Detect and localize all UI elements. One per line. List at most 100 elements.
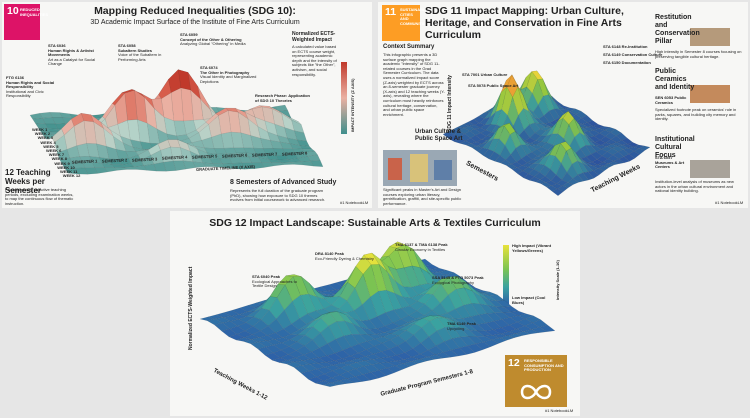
surface-cell bbox=[202, 162, 216, 167]
course-label: STA 5078 Public Space Art bbox=[468, 83, 519, 88]
callout: STA 6058 Subaltern Studies Voice of the Su… bbox=[118, 43, 170, 62]
note: Analyzing Global "Othering" in Media bbox=[180, 41, 246, 47]
code: STA 6059 bbox=[180, 32, 198, 37]
surface-cell bbox=[370, 370, 387, 379]
code: STA 6058 bbox=[118, 43, 136, 48]
pillar-illustration bbox=[690, 85, 730, 103]
surface-cell bbox=[330, 380, 347, 386]
week-label: WEEK 7 bbox=[48, 152, 65, 158]
surface-cell bbox=[467, 343, 484, 353]
surface-cell bbox=[310, 160, 324, 167]
surface-cell bbox=[322, 382, 339, 387]
peak-name: DRA 8140 Peak bbox=[315, 251, 344, 256]
research-phase: Research Phase: Application of SDG 10 Th… bbox=[255, 93, 310, 103]
z-title: Normalized ECTS-Weighted Impact bbox=[292, 31, 336, 43]
course-label: STA 6150 Documentation bbox=[603, 60, 651, 65]
week-label: WEEK 10 bbox=[57, 164, 75, 170]
peak-name: SSA 5145 & FTG 5073 Peak bbox=[432, 275, 484, 280]
z-axis: SDG 11 Impact Intensity bbox=[447, 75, 453, 132]
peak-note: Upcycling bbox=[447, 325, 465, 331]
peak: DRA 8140 Peak Eco-Friendly Dyeing & Chemi… bbox=[315, 251, 375, 261]
z-axis: IMPACT INTENSITY (Z AXIS) bbox=[350, 78, 355, 132]
note: Institutional and Civic Responsibility bbox=[6, 88, 44, 99]
surface-cell bbox=[507, 333, 524, 338]
pillar-title: Public Ceramics and Identity bbox=[655, 68, 695, 92]
note: Voice of the Subaltern in Performing Art… bbox=[118, 52, 162, 62]
peak: TMA 6149 Peak Upcycling bbox=[447, 321, 507, 331]
peak-note: Ecological Approaches to Textile Design bbox=[252, 278, 297, 289]
title: SDG 12 Impact Landscape: Sustainable Art… bbox=[209, 217, 541, 229]
z-note: A calculated value based on ECTS course … bbox=[292, 44, 337, 77]
surface-cell bbox=[182, 160, 196, 170]
context-title: Context Summary bbox=[383, 44, 435, 50]
legend-low: Low Impact (Cool Blues) bbox=[512, 295, 546, 305]
urban-photo-detail bbox=[434, 160, 452, 180]
note: Art as a Catalyst for Social Change bbox=[48, 56, 96, 67]
course: Subaltern Studies bbox=[118, 47, 153, 53]
week-label: WEEK 12 bbox=[62, 173, 81, 179]
peak: SSA 5145 & FTG 5073 Peak Ecological Photo… bbox=[432, 275, 500, 285]
peak: STA 6040 Peak Ecological Approaches to Te… bbox=[252, 274, 307, 289]
badge-number: 10 bbox=[7, 5, 19, 17]
surface-cell bbox=[386, 365, 403, 373]
pillar-course: SEN 6053 Public Ceramics bbox=[655, 95, 687, 105]
urban-photo-detail bbox=[410, 154, 428, 182]
course-label: STA 6149 Conservation Culture bbox=[603, 52, 663, 57]
week-label: WEEK 1 bbox=[32, 127, 48, 132]
semester-label: SEMESTER 8 bbox=[281, 149, 308, 157]
surface-cell bbox=[475, 341, 492, 350]
surface-cell bbox=[192, 161, 206, 168]
weeks-title: 12 Teaching Weeks per Semester bbox=[5, 168, 51, 196]
callout: FTG 6136 Human Rights and Social Responsi… bbox=[6, 75, 68, 99]
surface-cell bbox=[123, 166, 138, 170]
surface-cell bbox=[153, 162, 167, 172]
semesters-title: 8 Semesters of Advanced Study bbox=[230, 179, 337, 186]
course: The Other in Photography bbox=[200, 69, 250, 75]
surface-cell bbox=[483, 339, 500, 347]
pillar-title: Restitution and Conservation Pillar bbox=[655, 14, 700, 46]
pillar-note: Specialized footnote peak on ceramics' r… bbox=[655, 107, 737, 122]
week-label: WEEK 4 bbox=[40, 139, 56, 145]
sdg12-badge bbox=[505, 355, 567, 407]
badge-label: SUSTAINABLE CITIES AND COMMUNITIES bbox=[400, 7, 429, 26]
note: Visual Identity and Marginalized Depicti… bbox=[200, 74, 257, 84]
week-label: WEEK 5 bbox=[43, 143, 59, 149]
surface-cell bbox=[221, 163, 235, 169]
surface-cell bbox=[251, 162, 265, 169]
pillar-illustration bbox=[690, 160, 730, 178]
badge-number: 11 bbox=[385, 6, 397, 18]
peak-note: Circular Economy in Textiles bbox=[395, 246, 446, 252]
pillar-note: High intensity in Semester 8 courses foc… bbox=[655, 49, 742, 59]
badge-label: REDUCED INEQUALITIES bbox=[20, 7, 49, 17]
week-label: WEEK 11 bbox=[60, 169, 78, 174]
peak-name: TMA 6137 & TMA 6138 Peak bbox=[395, 242, 448, 247]
callout: STA 6074 The Other in Photography Visual I… bbox=[200, 65, 260, 84]
surface-cell bbox=[402, 361, 419, 367]
surface-cell bbox=[173, 160, 186, 171]
surface-cell bbox=[378, 367, 395, 376]
surface-cell bbox=[552, 188, 564, 196]
surface-cell bbox=[231, 162, 245, 170]
urban-photo-detail bbox=[388, 158, 402, 180]
code: STA 6036 bbox=[48, 43, 66, 48]
course: Concept of the Other & Othering bbox=[180, 36, 242, 42]
course: Human Rights & Artivist Movements bbox=[48, 47, 94, 58]
pillar-note: Institution-level analysis of museums as… bbox=[655, 179, 734, 194]
callout: STA 6059 Concept of the Other & Othering A… bbox=[180, 32, 250, 47]
peak-note: Ecological Photography bbox=[432, 279, 475, 285]
week-label: WEEK 9 bbox=[54, 160, 70, 166]
pillar-course: STA 6057 Museums & Art Centers bbox=[655, 155, 685, 170]
colorbar bbox=[503, 245, 509, 305]
footer: #1 NotebookLM bbox=[715, 200, 744, 205]
badge-number: 12 bbox=[508, 357, 520, 369]
week-label: WEEK 2 bbox=[34, 131, 51, 137]
title: Mapping Reduced Inequalities (SDG 10): bbox=[94, 5, 296, 17]
course: Human Rights and Social Responsibility bbox=[6, 79, 55, 90]
surface-cell bbox=[459, 345, 475, 355]
callout: STA 6036 Human Rights & Artivist Movement… bbox=[48, 43, 110, 67]
colorbar bbox=[341, 62, 347, 134]
course-label: STA 7001 Urban Culture bbox=[462, 72, 508, 77]
pillar-illustration bbox=[690, 28, 730, 46]
surface-cell bbox=[270, 162, 285, 167]
